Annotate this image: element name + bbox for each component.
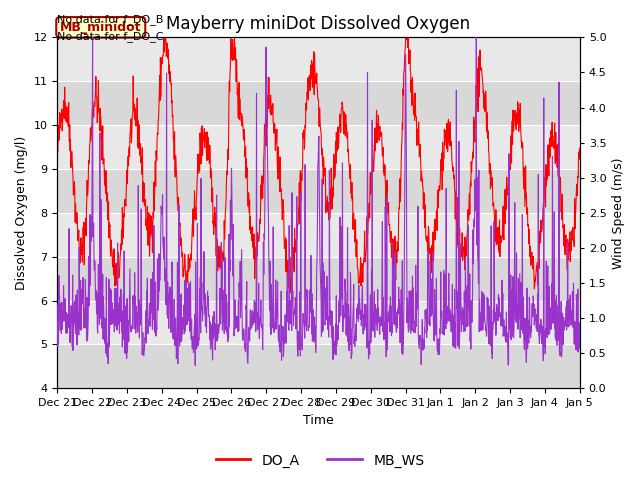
Bar (58, 81, 580, 125)
Legend: DO_A, MB_WS: DO_A, MB_WS (210, 448, 430, 473)
Bar (58, 37, 580, 81)
X-axis label: Time: Time (303, 414, 334, 427)
Text: No data for f_DO_B: No data for f_DO_B (58, 14, 164, 25)
Text: No data for f_DO_C: No data for f_DO_C (58, 31, 164, 42)
Y-axis label: Wind Speed (m/s): Wind Speed (m/s) (612, 157, 625, 269)
Bar (58, 213, 580, 257)
Y-axis label: Dissolved Oxygen (mg/l): Dissolved Oxygen (mg/l) (15, 136, 28, 290)
Bar (58, 345, 580, 388)
Title: Mayberry miniDot Dissolved Oxygen: Mayberry miniDot Dissolved Oxygen (166, 15, 470, 33)
Bar (58, 125, 580, 169)
Text: MB_minidot: MB_minidot (60, 21, 141, 34)
Bar (58, 300, 580, 345)
Bar (58, 169, 580, 213)
Bar (58, 257, 580, 300)
